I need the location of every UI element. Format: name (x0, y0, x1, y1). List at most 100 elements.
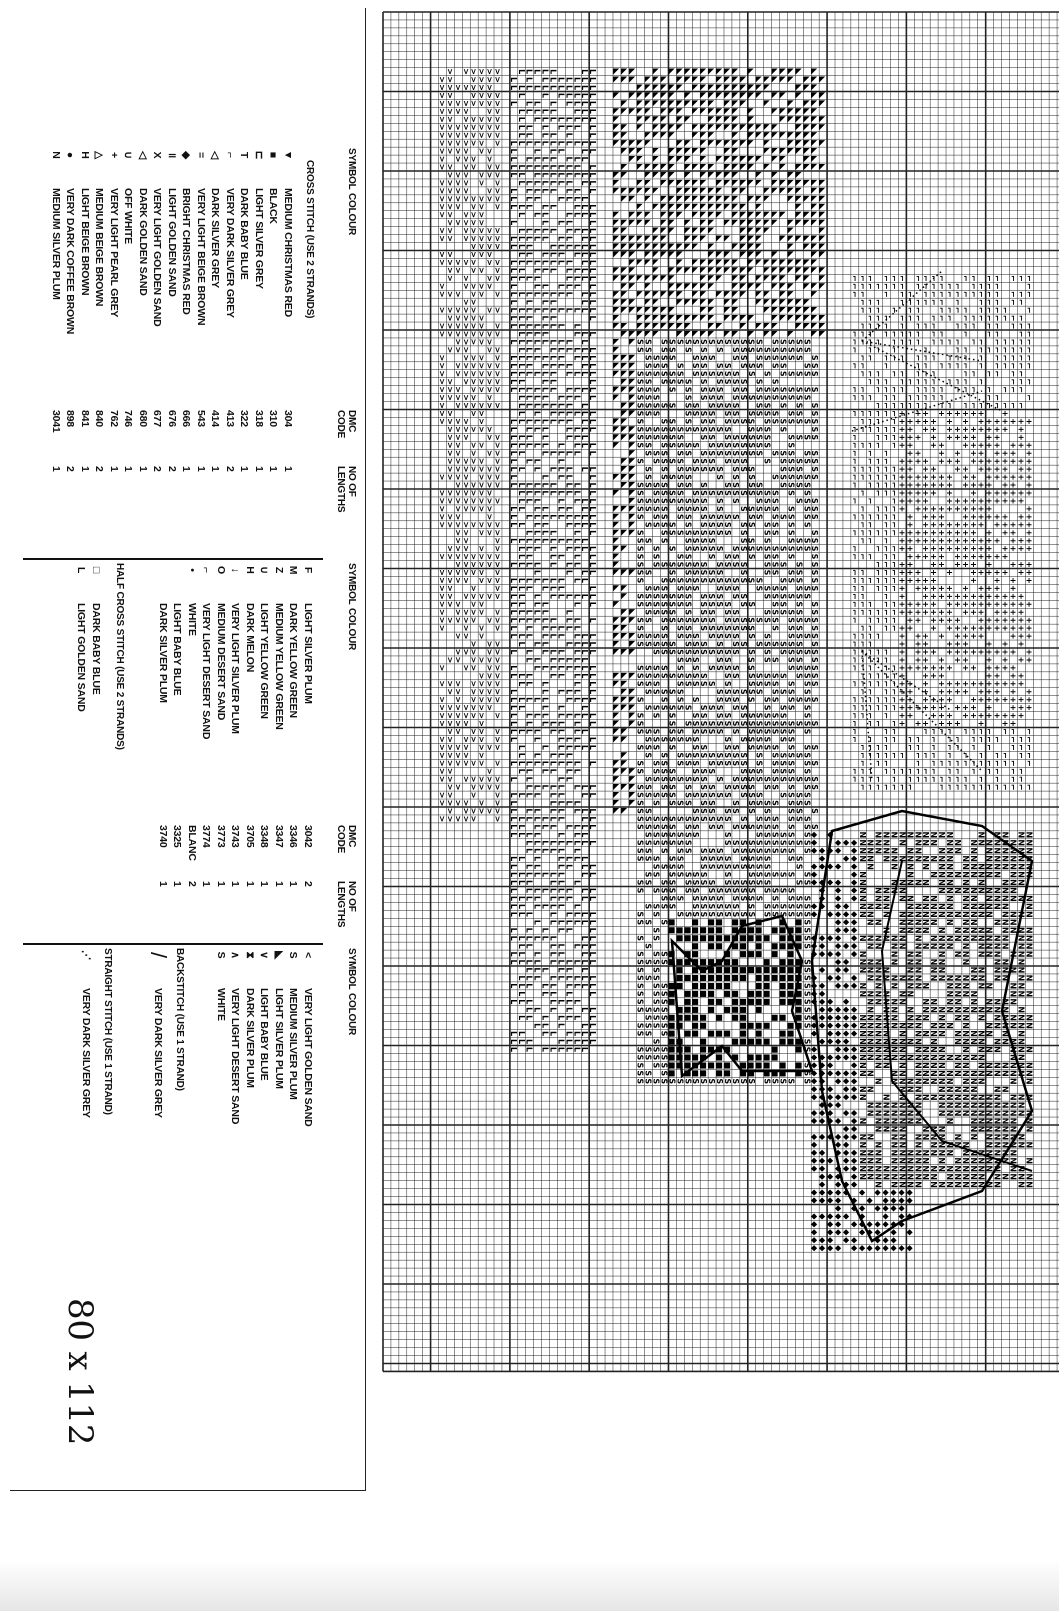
stitch-symbol: L (564, 888, 573, 893)
stitch-symbol: S (810, 681, 819, 687)
stitch-symbol: S (644, 601, 653, 607)
stitch-symbol: S (636, 808, 645, 814)
stitch-symbol: S (644, 395, 653, 401)
stitch-symbol: L (509, 665, 518, 670)
stitch-symbol: L (541, 180, 550, 185)
stitch-symbol: S (652, 800, 661, 806)
stitch-symbol: S (707, 800, 716, 806)
stitch-symbol: > (485, 561, 494, 568)
stitch-symbol: > (493, 450, 502, 457)
stitch-symbol: S (763, 641, 772, 647)
stitch-symbol: ◣ (755, 299, 764, 306)
stitch-symbol: ⌐ (858, 323, 867, 330)
stitch-symbol: ◣ (636, 204, 645, 211)
stitch-symbol: > (445, 323, 454, 330)
stitch-symbol: > (453, 323, 462, 330)
stitch-symbol: L (556, 490, 565, 495)
stitch-symbol: S (660, 1047, 669, 1053)
stitch-symbol: > (485, 529, 494, 536)
stitch-symbol: L (517, 753, 526, 758)
stitch-symbol: S (667, 856, 676, 862)
stitch-symbol: ■ (667, 958, 676, 966)
stitch-symbol: > (453, 482, 462, 489)
stitch-symbol: ■ (683, 926, 692, 934)
stitch-symbol: S (778, 474, 787, 480)
stitch-symbol: ⌐ (858, 370, 867, 377)
stitch-symbol: S (739, 776, 748, 782)
stitch-symbol: > (437, 760, 446, 767)
stitch-symbol: ◣ (628, 784, 637, 791)
stitch-symbol: S (794, 355, 803, 361)
stitch-symbol: L (525, 125, 534, 130)
stitch-symbol: S (675, 673, 684, 679)
stitch-symbol: S (755, 506, 764, 512)
stitch-symbol: S (652, 371, 661, 377)
stitch-symbol: ■ (786, 950, 795, 958)
stitch-symbol: S (667, 784, 676, 790)
stitch-symbol: L (556, 832, 565, 837)
stitch-symbol: S (715, 363, 724, 369)
key-row: Z MEDIUM YELLOW GREEN 3347 1 (272, 563, 286, 943)
stitch-symbol: L (572, 347, 581, 352)
stitch-symbol: L (541, 1031, 550, 1036)
stitch-symbol: S (723, 617, 732, 623)
stitch-symbol: ⌐ (858, 537, 867, 544)
stitch-symbol: > (469, 617, 478, 624)
stitch-symbol: ⌐ (866, 354, 875, 361)
stitch-symbol: N (874, 1054, 883, 1061)
stitch-symbol: S (771, 896, 780, 902)
stitch-symbol: N (889, 863, 898, 870)
stitch-symbol: S (660, 776, 669, 782)
stitch-symbol: > (469, 339, 478, 346)
stitch-symbol: S (715, 546, 724, 552)
stitch-symbol: S (810, 665, 819, 671)
stitch-symbol: S (723, 880, 732, 886)
stitch-symbol: S (747, 681, 756, 687)
stitch-symbol: L (533, 196, 542, 201)
stitch-symbol: L (541, 157, 550, 162)
stitch-symbol: S (723, 371, 732, 377)
stitch-symbol: S (675, 752, 684, 758)
stitch-symbol: ◣ (771, 259, 780, 266)
stitch-symbol: ◣ (715, 275, 724, 282)
stitch-symbol: S (636, 888, 645, 894)
stitch-symbol: ◣ (652, 100, 661, 107)
stitch-symbol: > (477, 553, 486, 560)
stitch-symbol: S (771, 562, 780, 568)
stitch-symbol: S (802, 1023, 811, 1029)
stitch-symbol: N (858, 1134, 867, 1141)
stitch-symbol: > (477, 442, 486, 449)
stitch-symbol: S (644, 1031, 653, 1037)
stitch-symbol: S (715, 864, 724, 870)
stitch-symbol: ⌐ (858, 275, 867, 282)
stitch-symbol: ◣ (636, 243, 645, 250)
stitch-symbol: ◣ (620, 466, 629, 473)
stitch-symbol: ◣ (771, 108, 780, 115)
stitch-symbol: ◆ (818, 1150, 827, 1157)
stitch-symbol: L (588, 864, 597, 869)
stitch-symbol: ⌐ (866, 657, 875, 664)
stitch-symbol: ◆ (818, 1007, 827, 1014)
stitch-symbol: S (739, 705, 748, 711)
stitch-symbol: L (564, 824, 573, 829)
stitch-symbol: L (572, 808, 581, 813)
stitch-symbol: > (445, 394, 454, 401)
stitch-symbol: ◆ (850, 848, 859, 855)
stitch-symbol: ◣ (778, 148, 787, 155)
stitch-symbol: ⌐ (889, 498, 898, 505)
stitch-symbol: ⌐ (866, 768, 875, 775)
stitch-symbol: S (755, 816, 764, 822)
stitch-symbol: L (509, 697, 518, 702)
stitch-symbol: S (794, 752, 803, 758)
stitch-symbol: S (802, 1007, 811, 1013)
stitch-symbol: ◣ (715, 76, 724, 83)
stitch-symbol: S (786, 570, 795, 576)
stitch-symbol: S (691, 832, 700, 838)
stitch-symbol: ■ (667, 1014, 676, 1022)
stitch-symbol: S (794, 697, 803, 703)
stitch-symbol: L (580, 856, 589, 861)
stitch-symbol: L (548, 149, 557, 154)
stitch-symbol: S (739, 490, 748, 496)
stitch-symbol: ◣ (731, 220, 740, 227)
stitch-symbol: ◣ (699, 212, 708, 219)
